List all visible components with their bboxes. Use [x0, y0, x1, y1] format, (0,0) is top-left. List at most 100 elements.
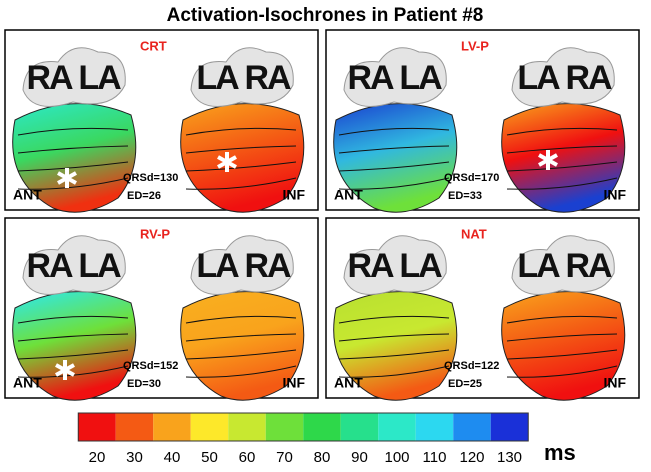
- isochrone: [185, 127, 297, 136]
- colorbar-swatch: [453, 413, 491, 441]
- isochrone: [506, 333, 618, 342]
- pacing-mode: RV-P: [140, 226, 170, 241]
- atrium-label: RA: [244, 247, 291, 285]
- atrium-label: LA: [517, 247, 560, 285]
- atrium-label: LA: [399, 247, 442, 285]
- isochrone: [17, 333, 129, 342]
- colorbar-tick-label: 130: [497, 449, 522, 466]
- panel-frame: [325, 217, 640, 399]
- electrical-dispersion: ED=33: [448, 190, 482, 202]
- isochrone: [185, 315, 297, 324]
- isochrone: [185, 365, 297, 378]
- isochrone: [17, 127, 129, 136]
- atrium-label: LA: [196, 59, 239, 97]
- isochrone: [338, 333, 450, 342]
- colorbar-swatch: [490, 413, 529, 441]
- colorbar-tick-label: 110: [423, 449, 447, 466]
- isochrone: [185, 177, 297, 190]
- colorbar-swatch: [228, 413, 266, 441]
- isochrone: [338, 177, 450, 190]
- isochrone: [17, 177, 129, 190]
- colorbar-swatch: [78, 413, 116, 441]
- view-label: INF: [282, 187, 305, 203]
- view-label: INF: [603, 187, 626, 203]
- qrs-duration: QRSd=152: [123, 360, 178, 372]
- colorbar-unit: ms: [544, 440, 576, 465]
- pacing-site: [538, 150, 558, 170]
- isochrone: [17, 349, 129, 360]
- isochrone: [506, 145, 618, 154]
- isochrone: [338, 349, 450, 360]
- atrium-label: RA: [565, 247, 612, 285]
- pacing-site: [217, 152, 237, 172]
- view-label: INF: [282, 375, 305, 391]
- atria: [343, 47, 447, 107]
- qrs-duration: QRSd=170: [444, 172, 499, 184]
- atria: [190, 47, 294, 107]
- colorbar-swatch: [190, 413, 229, 441]
- atrium-label: RA: [244, 59, 291, 97]
- view-label: ANT: [13, 375, 42, 391]
- isochrone: [338, 365, 450, 378]
- colorbar-swatch: [115, 413, 154, 441]
- figure-title: Activation-Isochrones in Patient #8: [167, 5, 484, 26]
- isochrone: [338, 161, 450, 172]
- panel-frame: [4, 29, 319, 211]
- view-label: ANT: [334, 375, 363, 391]
- isochrone: [185, 161, 297, 172]
- atrium-label: LA: [517, 59, 560, 97]
- isochrone: [17, 145, 129, 154]
- panel-frame: [325, 29, 640, 211]
- isochrone: [17, 161, 129, 172]
- isochrone: [506, 349, 618, 360]
- colorbar-swatch: [415, 413, 454, 441]
- panel-frame: [4, 217, 319, 399]
- isochrone: [338, 315, 450, 324]
- colorbar-tick-label: 20: [89, 449, 106, 466]
- colorbar-swatch: [153, 413, 191, 441]
- electrical-dispersion: ED=30: [127, 378, 161, 390]
- colorbar-tick-label: 50: [201, 449, 218, 466]
- isochrone: [506, 365, 618, 378]
- isochrone: [185, 333, 297, 342]
- colorbar-tick-label: 80: [314, 449, 331, 466]
- atrium-label: RA: [347, 247, 394, 285]
- atrium-label: LA: [78, 247, 121, 285]
- atria: [343, 235, 447, 295]
- atrium-label: LA: [78, 59, 121, 97]
- isochrone: [506, 161, 618, 172]
- atria: [190, 235, 294, 295]
- atria: [22, 47, 126, 107]
- atria: [511, 47, 615, 107]
- pacing-mode: LV-P: [461, 38, 489, 53]
- electrical-dispersion: ED=26: [127, 190, 161, 202]
- colorbar-tick-label: 90: [351, 449, 368, 466]
- colorbar-tick-label: 120: [459, 449, 484, 466]
- colorbar-swatch: [265, 413, 304, 441]
- view-label: ANT: [13, 187, 42, 203]
- view-label: INF: [603, 375, 626, 391]
- pacing-site: [57, 168, 77, 188]
- pacing-site: [55, 360, 75, 380]
- electrical-dispersion: ED=25: [448, 378, 482, 390]
- colorbar-tick-label: 40: [164, 449, 181, 466]
- isochrone: [506, 177, 618, 190]
- atria: [511, 235, 615, 295]
- colorbar-swatch: [378, 413, 416, 441]
- pacing-mode: CRT: [140, 38, 167, 53]
- colorbar-swatch: [303, 413, 341, 441]
- pacing-mode: NAT: [461, 226, 487, 241]
- atrium-label: LA: [399, 59, 442, 97]
- atrium-label: LA: [196, 247, 239, 285]
- atria: [22, 235, 126, 295]
- isochrone: [506, 127, 618, 136]
- colorbar-tick-label: 70: [276, 449, 293, 466]
- atrium-label: RA: [565, 59, 612, 97]
- isochrone: [185, 349, 297, 360]
